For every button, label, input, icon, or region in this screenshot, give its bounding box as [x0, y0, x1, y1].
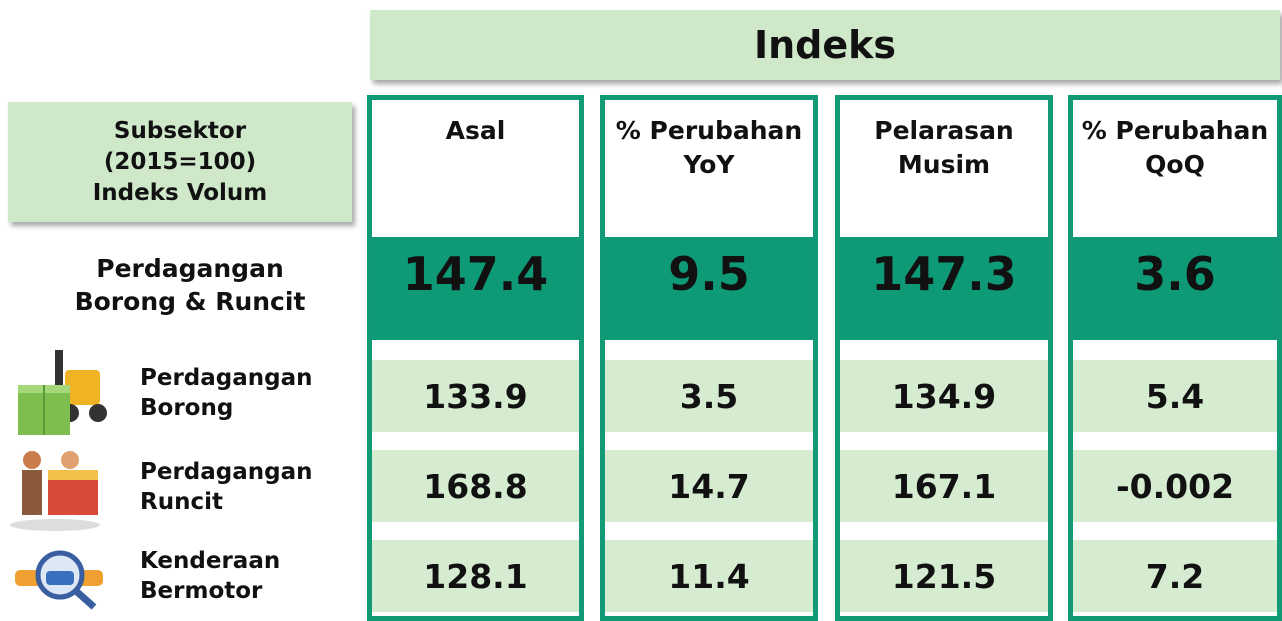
row-value: -0.002: [1073, 450, 1277, 522]
row-header-line: (2015=100): [103, 148, 257, 175]
column-header: Asal: [372, 100, 579, 237]
column-frame: [600, 95, 818, 621]
row-label-line: Perdagangan: [140, 365, 313, 391]
total-label-line: Perdagangan: [96, 254, 284, 283]
column-frame: [1068, 95, 1282, 621]
row-value: 3.5: [605, 360, 813, 432]
row-label: Kenderaan Bermotor: [140, 546, 360, 606]
row-header-line: Subsektor: [113, 117, 247, 144]
column-header: % Perubahan QoQ: [1073, 100, 1277, 237]
index-title: Indeks: [753, 23, 897, 67]
column-frame: [367, 95, 584, 621]
row-value: 14.7: [605, 450, 813, 522]
row-label-line: Borong: [140, 395, 234, 421]
row-value: 5.4: [1073, 360, 1277, 432]
row-value: 7.2: [1073, 540, 1277, 612]
row-label-line: Perdagangan: [140, 459, 313, 485]
total-value: 3.6: [1073, 237, 1277, 340]
column-header: % Perubahan YoY: [605, 100, 813, 237]
column-frame: [835, 95, 1053, 621]
row-label: Perdagangan Borong: [140, 363, 360, 423]
icons: [10, 350, 107, 610]
shop-icon: [10, 451, 100, 531]
column-header: Pelarasan Musim: [840, 100, 1048, 237]
total-value: 147.4: [372, 237, 579, 340]
row-label-line: Runcit: [140, 489, 223, 515]
row-label: Perdagangan Runcit: [140, 457, 360, 517]
total-value: 147.3: [840, 237, 1048, 340]
forklift-icon: [18, 350, 107, 435]
column-header-line: QoQ: [1145, 150, 1205, 179]
row-value: 128.1: [372, 540, 579, 612]
column-header-line: YoY: [683, 150, 735, 179]
row-header-line: Indeks Volum: [92, 179, 268, 206]
total-label-line: Borong & Runcit: [74, 287, 306, 316]
total-label: Perdagangan Borong & Runcit: [40, 252, 340, 318]
row-value: 121.5: [840, 540, 1048, 612]
column-header-line: Pelarasan: [874, 116, 1014, 145]
row-label-line: Bermotor: [140, 578, 263, 604]
column-header-line: % Perubahan: [1081, 116, 1269, 145]
row-value: 134.9: [840, 360, 1048, 432]
row-value: 167.1: [840, 450, 1048, 522]
row-value: 11.4: [605, 540, 813, 612]
row-header: Subsektor (2015=100) Indeks Volum: [8, 102, 352, 222]
car-search-icon: [15, 550, 103, 610]
index-header: Indeks: [370, 10, 1280, 80]
row-label-line: Kenderaan: [140, 548, 281, 574]
column-header-line: Musim: [897, 150, 991, 179]
column-header-line: Asal: [445, 116, 506, 145]
total-value: 9.5: [605, 237, 813, 340]
row-value: 133.9: [372, 360, 579, 432]
column-header-line: % Perubahan: [615, 116, 803, 145]
row-value: 168.8: [372, 450, 579, 522]
